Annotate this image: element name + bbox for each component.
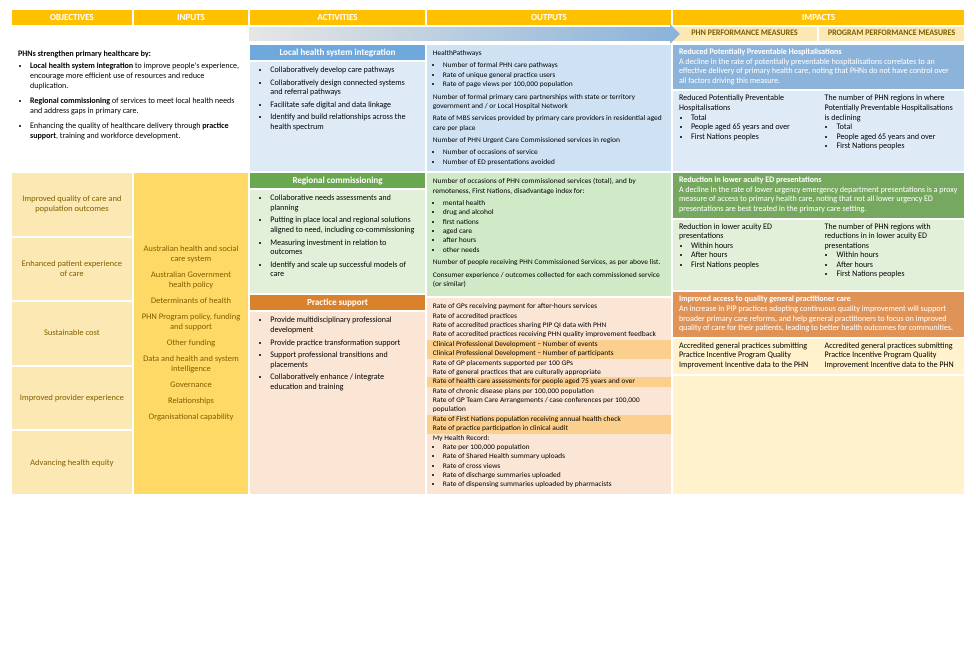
title-commissioning: Regional commissioning	[250, 173, 424, 188]
imp-orange-fill	[673, 376, 964, 494]
out-integration-body: HealthPathways Number of formal PHN care…	[427, 45, 671, 171]
imp-green-left: Reduction in lower acuity ED presentatio…	[673, 220, 819, 291]
lower-grid: Improved quality of care and population …	[12, 173, 964, 494]
hdr-impacts: IMPACTS	[673, 10, 964, 25]
subhdr-phn: PHN PERFORMANCE MEASURES	[672, 27, 817, 41]
obj-1: Enhanced patient experience of care	[12, 238, 132, 301]
hdr-objectives: OBJECTIVES	[12, 10, 132, 25]
act-integration-body: Collaboratively develop care pathways Co…	[250, 62, 424, 171]
out-integration: HealthPathways Number of formal PHN care…	[427, 45, 671, 171]
arrow-row: PHN PERFORMANCE MEASURES PROGRAM PERFORM…	[12, 27, 964, 41]
subhdr-prog: PROGRAM PERFORMANCE MEASURES	[819, 27, 964, 41]
activities-lower: Regional commissioning Collaborative nee…	[250, 173, 424, 494]
objectives-col: Improved quality of care and population …	[12, 173, 132, 494]
impacts-lower: Reduction in lower acuity ED presentatio…	[673, 173, 964, 494]
imp-blue: Reduced Potentially Preventable Hospital…	[673, 45, 964, 171]
imp-green-right: The number of PHN regions with reduction…	[818, 220, 964, 291]
flow-arrow	[249, 27, 672, 41]
title-practice: Practice support	[250, 295, 424, 310]
obj-2: Sustainable cost	[12, 302, 132, 365]
framework-diagram: OBJECTIVES INPUTS ACTIVITIES OUTPUTS IMP…	[0, 0, 976, 504]
act-integration: Local health system integration Collabor…	[250, 45, 424, 171]
act-commissioning-body: Collaborative needs assessments and plan…	[250, 190, 424, 293]
inputs-col: Australian health and social care system…	[134, 173, 249, 494]
hdr-activities: ACTIVITIES	[250, 10, 424, 25]
imp-orange-left: Accredited general practices submitting …	[673, 339, 819, 374]
imp-orange-head: Improved access to quality general pract…	[673, 292, 964, 336]
hdr-outputs: OUTPUTS	[427, 10, 671, 25]
imp-orange-row: Accredited general practices submitting …	[673, 339, 964, 374]
inputs-cell: Australian health and social care system…	[134, 173, 249, 494]
imp-blue-left: Reduced Potentially Preventable Hospital…	[673, 91, 819, 171]
obj-4: Advancing health equity	[12, 431, 132, 494]
imp-blue-head: Reduced Potentially Preventable Hospital…	[673, 45, 964, 89]
intro-text: PHNs strengthen primary healthcare by: L…	[12, 45, 248, 171]
outputs-lower: Number of occasions of PHN commissioned …	[427, 173, 671, 494]
obj-0: Improved quality of care and population …	[12, 173, 132, 236]
imp-orange-right: Accredited general practices submitting …	[818, 339, 964, 374]
imp-green-head: Reduction in lower acuity ED presentatio…	[673, 173, 964, 217]
header-row: OBJECTIVES INPUTS ACTIVITIES OUTPUTS IMP…	[12, 10, 964, 25]
out-commissioning-body: Number of occasions of PHN commissioned …	[427, 173, 671, 296]
out-practice-body: Rate of GPs receiving payment for after-…	[427, 298, 671, 494]
title-integration: Local health system integration	[250, 45, 424, 60]
impacts-subheaders: PHN PERFORMANCE MEASURES PROGRAM PERFORM…	[672, 27, 964, 41]
act-practice-body: Provide multidisciplinary professional d…	[250, 312, 424, 493]
imp-blue-row: Reduced Potentially Preventable Hospital…	[673, 91, 964, 171]
imp-green-row: Reduction in lower acuity ED presentatio…	[673, 220, 964, 291]
row-integration: PHNs strengthen primary healthcare by: L…	[12, 45, 964, 171]
obj-3: Improved provider experience	[12, 367, 132, 430]
imp-blue-right: The number of PHN regions in where Poten…	[818, 91, 964, 171]
hdr-inputs: INPUTS	[134, 10, 249, 25]
